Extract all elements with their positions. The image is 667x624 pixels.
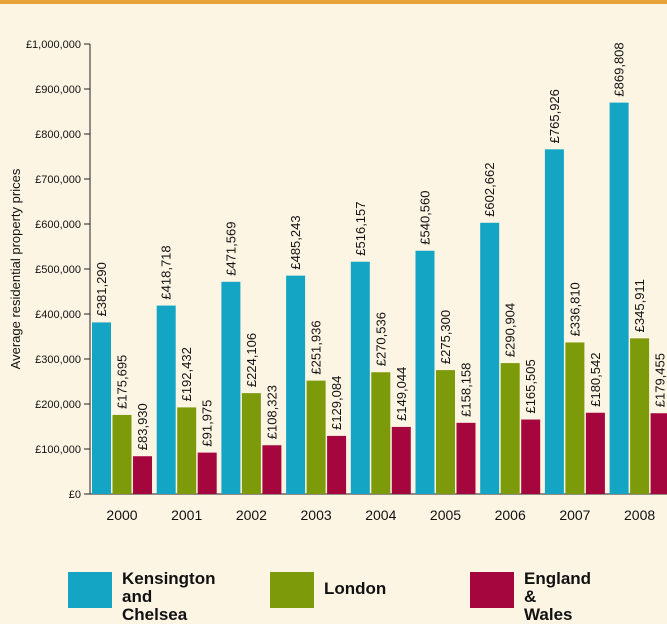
bar-value-label: £485,243 [288, 215, 303, 269]
chart-frame: £0 £100,000 £200,000 £300,000 £400,000 £500,0… [0, 0, 667, 607]
bar-value-label: £129,084 [329, 376, 344, 430]
legend-label-line: Kensington [122, 570, 216, 588]
bar-value-label: £192,432 [179, 347, 194, 401]
legend-swatch-london [270, 572, 314, 608]
y-tick-label: £600,000 [35, 219, 81, 231]
bar [92, 322, 111, 494]
bar-value-label: £765,926 [547, 89, 562, 143]
bar-value-label: £180,542 [588, 353, 603, 407]
bar-value-label: £471,569 [223, 222, 238, 276]
legend-label-line: England & [524, 570, 591, 606]
bar [501, 363, 520, 494]
bar-value-label: £224,106 [244, 333, 259, 387]
bar [651, 413, 667, 494]
bar [198, 453, 217, 494]
legend-label-england-wales: England & Wales [524, 570, 591, 624]
bar [545, 149, 564, 494]
x-tick-label: 2002 [236, 507, 267, 523]
x-tick-label: 2003 [301, 507, 332, 523]
bar [351, 262, 370, 494]
bar-value-label: £108,323 [264, 385, 279, 439]
bar-value-label: £158,158 [459, 363, 474, 417]
bar [307, 381, 326, 494]
bar [286, 276, 305, 494]
bar [371, 372, 390, 494]
x-tick-label: 2000 [106, 507, 137, 523]
bar-value-label: £91,975 [200, 400, 215, 447]
bar [457, 423, 476, 494]
x-tick-label: 2006 [495, 507, 526, 523]
y-tick-label: £800,000 [35, 129, 81, 141]
bar-value-label: £336,810 [567, 282, 582, 336]
legend-label-kensington: Kensington and Chelsea [122, 570, 216, 624]
bar-value-label: £345,911 [632, 279, 647, 332]
legend-label-line: Wales [524, 606, 591, 624]
y-axis-title: Average residential property prices [8, 168, 23, 369]
bar-value-label: £179,455 [653, 353, 667, 407]
bar [416, 251, 435, 494]
bar-value-label: £290,904 [503, 303, 518, 357]
x-tick-label: 2001 [171, 507, 202, 523]
bar-value-label: £149,044 [394, 367, 409, 421]
bar [480, 223, 499, 494]
bar-value-label: £418,718 [159, 245, 174, 299]
y-tick-label: £900,000 [35, 84, 81, 96]
bar [436, 370, 455, 494]
legend-swatch-england-wales [470, 572, 514, 608]
legend-label-line: and Chelsea [122, 588, 216, 624]
bar [392, 427, 411, 494]
y-tick-label: £300,000 [35, 354, 81, 366]
bar-value-label: £516,157 [353, 201, 368, 255]
bar [242, 393, 261, 494]
bar-value-label: £602,662 [482, 163, 497, 217]
bar-value-label: £869,808 [612, 42, 627, 96]
bar [262, 445, 281, 494]
bar [610, 103, 629, 494]
bar-value-label: £270,536 [373, 312, 388, 366]
bar-value-label: £165,505 [523, 359, 538, 413]
bar-chart: £0 £100,000 £200,000 £300,000 £400,000 £500,0… [0, 4, 667, 564]
bar-value-label: £275,300 [438, 310, 453, 364]
bar-value-label: £175,695 [115, 355, 130, 409]
y-tick-label: £0 [69, 489, 81, 501]
y-tick-label: £1,000,000 [26, 39, 81, 51]
y-tick-label: £200,000 [35, 399, 81, 411]
y-tick-label: £700,000 [35, 174, 81, 186]
bar-value-label: £540,560 [418, 191, 433, 245]
bar [521, 420, 540, 494]
bar [565, 342, 584, 494]
legend-label-london: London [324, 580, 386, 598]
y-tick-label: £500,000 [35, 264, 81, 276]
bar [221, 282, 240, 494]
bar [177, 407, 196, 494]
legend-label-line: London [324, 580, 386, 598]
y-tick-label: £400,000 [35, 309, 81, 321]
legend-swatch-kensington [68, 572, 112, 608]
y-tick-label: £100,000 [35, 444, 81, 456]
x-tick-label: 2004 [365, 507, 396, 523]
bar-value-label: £381,290 [94, 262, 109, 316]
x-tick-label: 2007 [559, 507, 590, 523]
x-tick-label: 2005 [430, 507, 461, 523]
bar-value-label: £251,936 [309, 320, 324, 374]
bar [157, 306, 176, 494]
bar [586, 413, 605, 494]
bar-value-label: £83,930 [135, 403, 150, 450]
legend: Kensington and Chelsea London England & … [0, 564, 667, 611]
bar [630, 338, 649, 494]
bar [133, 456, 152, 494]
bar [327, 436, 346, 494]
x-tick-label: 2008 [624, 507, 655, 523]
bar [113, 415, 132, 494]
